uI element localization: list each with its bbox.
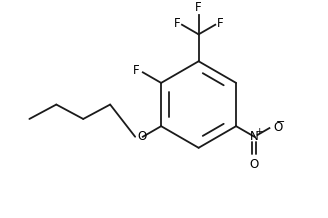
Text: −: − [276, 117, 285, 127]
Text: O: O [137, 130, 147, 143]
Text: F: F [133, 64, 140, 77]
Text: +: + [256, 128, 263, 136]
Text: F: F [195, 1, 202, 14]
Text: N: N [250, 130, 259, 143]
Text: F: F [174, 17, 180, 30]
Text: O: O [273, 121, 282, 134]
Text: F: F [217, 17, 224, 30]
Text: O: O [250, 158, 259, 171]
